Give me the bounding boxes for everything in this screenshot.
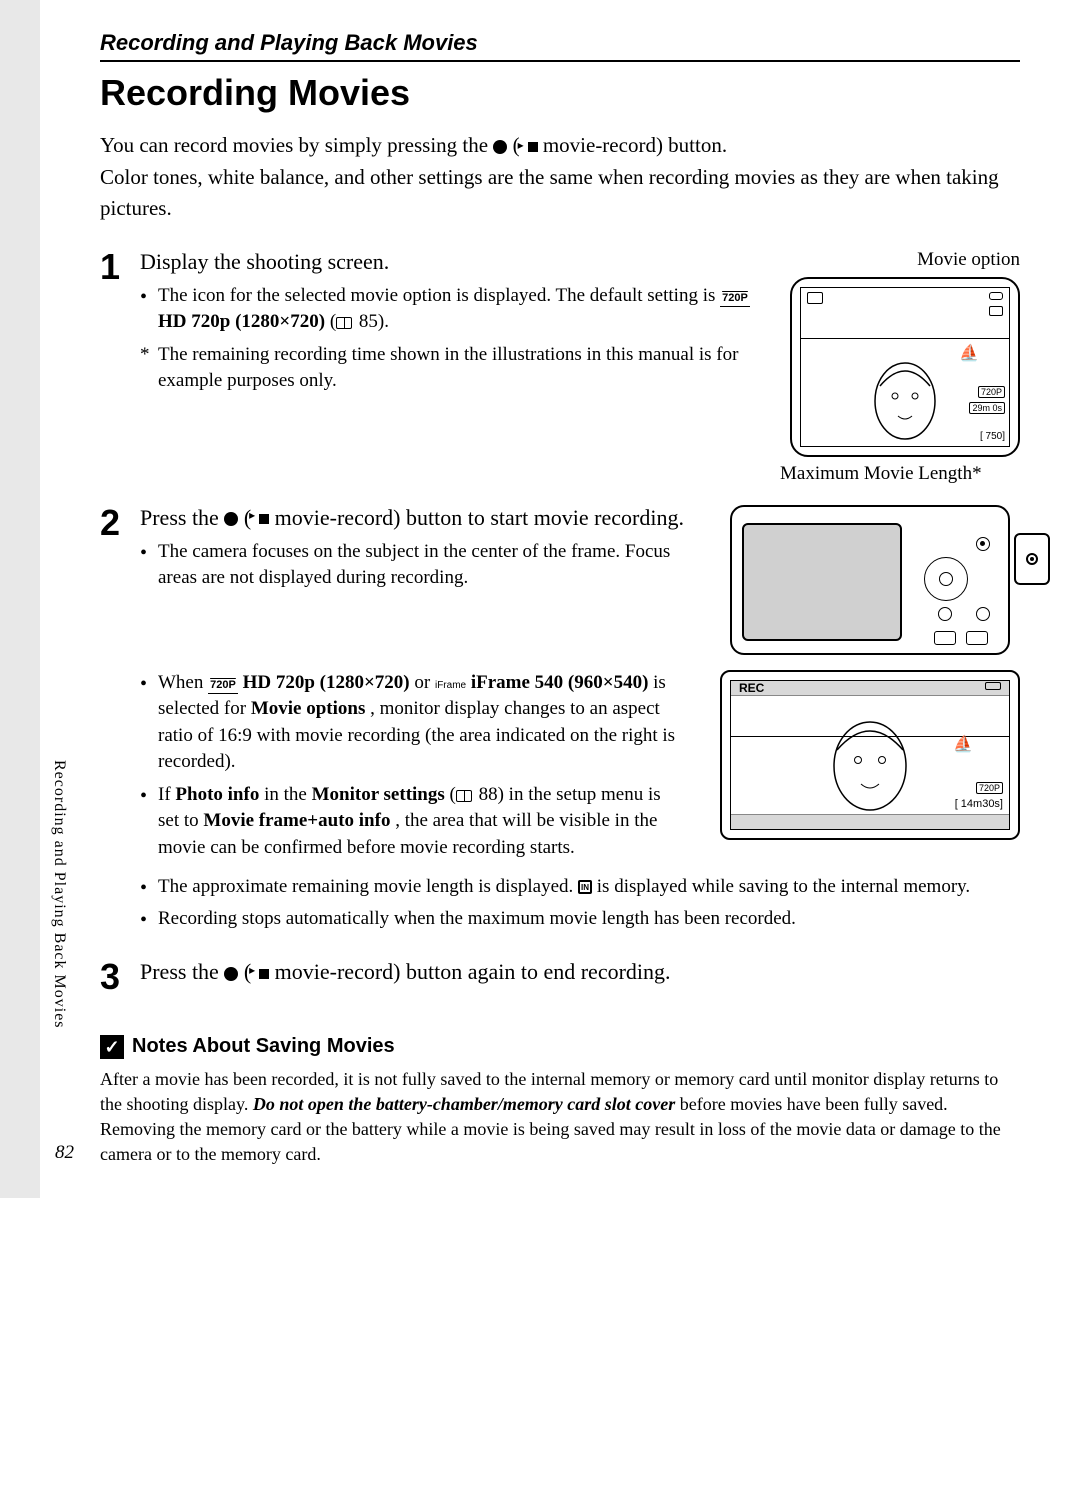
- step-1: 1 Display the shooting screen. The icon …: [100, 249, 1020, 485]
- s2t-b: movie-record) button to start movie reco…: [275, 505, 684, 530]
- record-dot-icon: [493, 140, 507, 154]
- step-2-bullet-2: When 720P HD 720p (1280×720) or iFrame i…: [140, 670, 680, 776]
- s2b3-d: Monitor settings: [312, 784, 445, 805]
- intro-text-1: You can record movies by simply pressing…: [100, 133, 493, 157]
- s2b2-c: or: [414, 672, 435, 693]
- step-2-bullet-5: Recording stops automatically when the m…: [140, 906, 1020, 933]
- s2b3-f: Movie frame+auto info: [203, 810, 390, 831]
- movie-option-label: Movie option: [780, 249, 1020, 271]
- step-2-number: 2: [100, 505, 140, 939]
- recording-lcd-illustration: ⛵ 720P [ 14m30s]: [720, 670, 1020, 840]
- step-3-title: Press the ( movie-record) button again t…: [140, 959, 1020, 985]
- lcd-screen-illustration: ⛵ 720P 29m 0s [ 750]: [790, 277, 1020, 457]
- step-2-title: Press the ( movie-record) button to star…: [140, 505, 700, 531]
- step-2-bullet-1: The camera focuses on the subject in the…: [140, 539, 700, 592]
- intro-text-3: Color tones, white balance, and other se…: [100, 165, 999, 221]
- internal-memory-icon: [578, 880, 592, 894]
- movie-record-icon: [251, 512, 269, 526]
- s2b4-b: is displayed while saving to the interna…: [597, 876, 970, 897]
- movie-record-icon: [251, 967, 269, 981]
- step-2-rec-illustration: ⛵ 720P [ 14m30s]: [700, 670, 1020, 840]
- s2b3-b: Photo info: [175, 784, 259, 805]
- max-length-label: Maximum Movie Length*: [780, 463, 1020, 485]
- camera-back-illustration: [730, 505, 1010, 655]
- s2b2-b: HD 720p (1280×720): [243, 672, 410, 693]
- camera-mode-icon: [807, 292, 823, 304]
- s2t-a: Press the: [140, 505, 224, 530]
- book-ref-icon: [456, 790, 472, 802]
- notes-title: Notes About Saving Movies: [132, 1035, 395, 1058]
- rec-indicator: REC: [739, 681, 764, 695]
- play-button-icon: [966, 631, 988, 645]
- s2b4-a: The approximate remaining movie length i…: [158, 876, 578, 897]
- card-icon: [989, 306, 1003, 316]
- step-3: 3 Press the ( movie-record) button again…: [100, 959, 1020, 995]
- movie-record-icon: [520, 140, 538, 154]
- step-1-bullet-1: The icon for the selected movie option i…: [140, 283, 760, 336]
- record-dot-icon: [224, 512, 238, 526]
- check-icon: ✓: [100, 1035, 124, 1059]
- notes-header: ✓ Notes About Saving Movies: [100, 1035, 1020, 1059]
- step-3-number: 3: [100, 959, 140, 995]
- step-1-title: Display the shooting screen.: [140, 249, 760, 275]
- counter-text: [ 750]: [980, 431, 1005, 442]
- rec-button-icon: [976, 537, 990, 551]
- page-title: Recording Movies: [100, 72, 1020, 114]
- rec-button-callout: [1014, 533, 1050, 585]
- rec-time-text: [ 14m30s]: [955, 798, 1003, 810]
- s2b2-f: Movie options: [251, 698, 366, 719]
- time-badge: 29m 0s: [969, 402, 1005, 414]
- s3t-b: movie-record) button again to end record…: [275, 959, 671, 984]
- notes-b: Do not open the battery-chamber/memory c…: [253, 1094, 675, 1114]
- ok-button-icon: [976, 607, 990, 621]
- book-ref-icon: [336, 317, 352, 329]
- page-number: 82: [55, 1142, 74, 1164]
- battery-icon: [985, 682, 1001, 690]
- iframe-icon: iFrame: [435, 679, 466, 693]
- s2b2-d: iFrame 540 (960×540): [471, 672, 649, 693]
- 720p-icon: 720P: [720, 291, 750, 307]
- face-illustration: [860, 346, 950, 446]
- step-1-illustration: Movie option ⛵: [780, 249, 1020, 485]
- 720p-badge: 720P: [978, 386, 1005, 398]
- boat-icon: ⛵: [959, 343, 979, 363]
- horizon-line: [801, 338, 1009, 339]
- intro-text-2: movie-record) button.: [543, 133, 727, 157]
- boat-icon: ⛵: [953, 734, 973, 754]
- step-2: 2 Press the ( movie-record) button to st…: [100, 505, 1020, 939]
- notes-body: After a movie has been recorded, it is n…: [100, 1067, 1020, 1168]
- record-dot-icon: [224, 967, 238, 981]
- s2b3-a: If: [158, 784, 175, 805]
- page-content: Recording and Playing Back Movies Record…: [0, 0, 1080, 1198]
- delete-button-icon: [934, 631, 956, 645]
- step-2-bullet-3: If Photo info in the Monitor settings ( …: [140, 782, 680, 862]
- step-2-camera-illustration: [720, 505, 1020, 660]
- step-1-number: 1: [100, 249, 140, 485]
- battery-icon: [989, 292, 1003, 300]
- s2b3-c: in the: [264, 784, 312, 805]
- notes-section: ✓ Notes About Saving Movies After a movi…: [100, 1035, 1020, 1168]
- menu-button-icon: [938, 607, 952, 621]
- 720p-badge: 720P: [976, 782, 1003, 794]
- face-illustration: [815, 704, 925, 814]
- camera-lcd: [742, 523, 902, 641]
- section-header: Recording and Playing Back Movies: [100, 30, 1020, 62]
- 720p-icon: 720P: [208, 678, 238, 694]
- s1b1-b: HD 720p (1280×720): [158, 311, 325, 332]
- intro-paragraph: You can record movies by simply pressing…: [100, 130, 1020, 225]
- step-2-bullet-4: The approximate remaining movie length i…: [140, 874, 1020, 901]
- s2b2-a: When: [158, 672, 208, 693]
- s1b1-a: The icon for the selected movie option i…: [158, 285, 720, 306]
- step-1-note: The remaining recording time shown in th…: [140, 342, 760, 395]
- dpad-icon: [924, 557, 968, 601]
- s3t-a: Press the: [140, 959, 224, 984]
- s1b1-c: 85).: [354, 311, 389, 332]
